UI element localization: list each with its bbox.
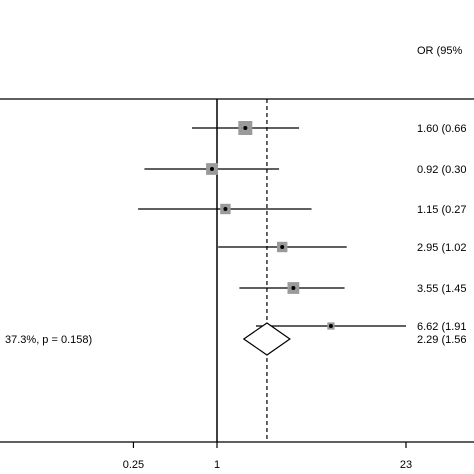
study-or-label: 6.62 (1.91 (417, 321, 467, 333)
x-tick-label: 23 (400, 459, 412, 471)
point-estimate (291, 286, 296, 290)
study-or-label: 2.95 (1.02 (417, 242, 467, 254)
overall-or-label: 2.29 (1.56 (417, 334, 467, 346)
x-tick-label: 0.25 (123, 459, 144, 471)
or-column-header: OR (95% (417, 45, 462, 57)
point-estimate (280, 245, 285, 249)
point-estimate (243, 126, 248, 130)
overall-diamond (242, 322, 291, 356)
study-or-label: 0.92 (0.30 (417, 164, 467, 176)
point-estimate (209, 167, 214, 171)
point-estimate (223, 207, 228, 211)
heterogeneity-label: 37.3%, p = 0.158) (5, 334, 92, 346)
study-or-label: 3.55 (1.45 (417, 283, 467, 295)
study-or-label: 1.60 (0.66 (417, 123, 467, 135)
point-estimate (328, 324, 333, 328)
x-tick-label: 1 (214, 459, 220, 471)
study-or-label: 1.15 (0.27 (417, 204, 467, 216)
